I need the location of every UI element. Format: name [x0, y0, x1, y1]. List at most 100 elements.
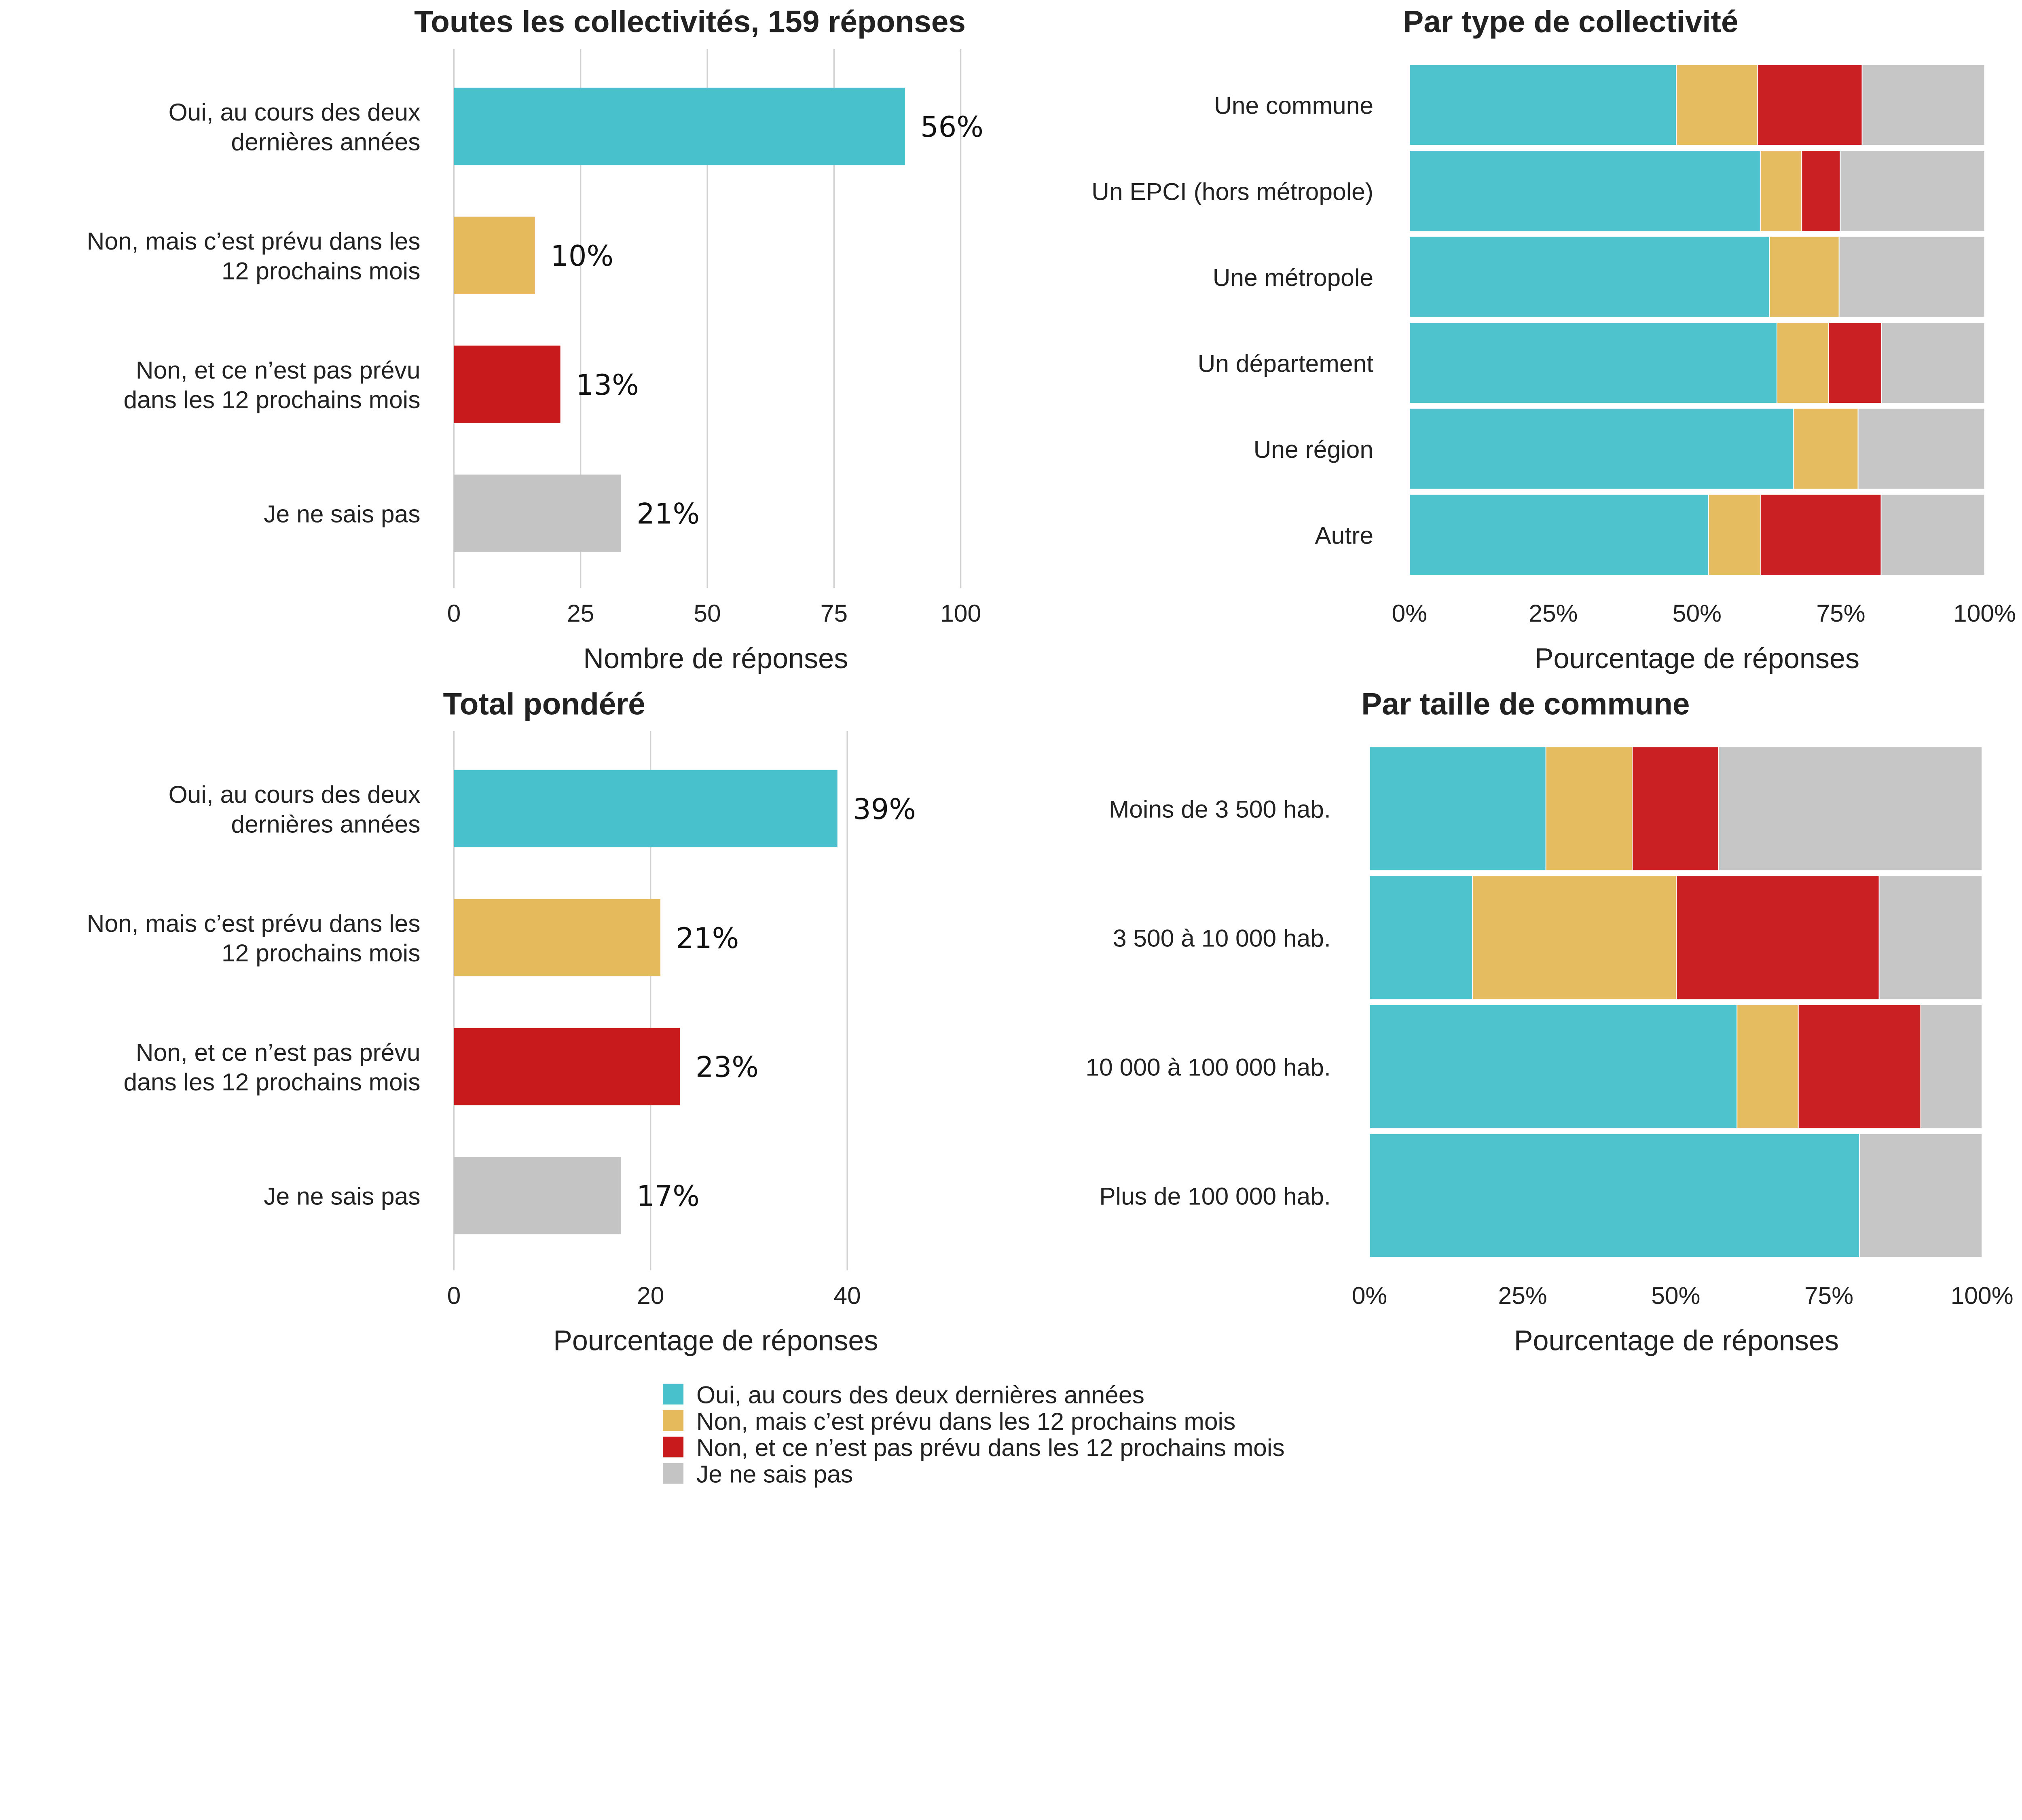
- bar-segment: [1801, 150, 1841, 232]
- x-tick-label: 75%: [1804, 1282, 1853, 1309]
- bar-segment: [1369, 1004, 1738, 1129]
- bar-segment: [1793, 408, 1859, 490]
- category-label: Une métropole: [1213, 264, 1373, 291]
- bar-segment: [1798, 1004, 1921, 1129]
- data-label: 10%: [550, 239, 613, 273]
- x-tick-label: 25%: [1529, 599, 1578, 627]
- x-axis-label: Pourcentage de réponses: [1535, 642, 1859, 674]
- bar-segment: [1718, 746, 1983, 871]
- category-label: Une commune: [1214, 92, 1373, 119]
- legend-label: Je ne sais pas: [696, 1460, 853, 1488]
- data-label: 21%: [676, 922, 739, 955]
- legend-swatch: [663, 1437, 684, 1458]
- bar-segment: [1472, 875, 1677, 1000]
- legend-label: Non, mais c’est prévu dans les 12 procha…: [696, 1407, 1235, 1435]
- bar-segment: [1757, 64, 1863, 146]
- x-tick-label: 50: [694, 599, 721, 627]
- category-label: 10 000 à 100 000 hab.: [1085, 1053, 1330, 1081]
- category-label: Un département: [1198, 349, 1374, 377]
- category-label: 3 500 à 10 000 hab.: [1113, 925, 1331, 952]
- category-label: Non, et ce n’est pas prévu dans les 12 pr…: [123, 356, 420, 413]
- legend-swatch: [663, 1410, 684, 1431]
- category-label: Non, mais c’est prévu dans les 12 prochai…: [87, 910, 421, 967]
- bar-segment: [1409, 494, 1709, 576]
- category-label: Non, mais c’est prévu dans les 12 prochai…: [87, 227, 421, 284]
- data-label: 13%: [576, 368, 639, 402]
- bar: [454, 770, 838, 848]
- chart-title: Par taille de commune: [1361, 687, 1690, 722]
- x-tick-label: 25%: [1498, 1282, 1547, 1309]
- bar-segment: [1676, 64, 1758, 146]
- legend-swatch: [663, 1463, 684, 1484]
- category-label: Autre: [1315, 522, 1373, 549]
- x-tick-label: 40: [833, 1282, 861, 1309]
- chart-title: Par type de collectivité: [1403, 5, 1738, 39]
- bar-segment: [1859, 1133, 1983, 1258]
- bar-segment: [1828, 322, 1882, 404]
- bar: [454, 345, 560, 423]
- bar-segment: [1545, 746, 1633, 871]
- x-axis-label: Pourcentage de réponses: [553, 1325, 878, 1357]
- bar-segment: [1369, 746, 1546, 871]
- panel-size: Par taille de commune 0% 25% 50% 75% 100% Pour…: [1085, 687, 2013, 1357]
- x-tick-label: 20: [637, 1282, 664, 1309]
- bar-segment: [1861, 64, 1985, 146]
- bar-segment: [1736, 1004, 1799, 1129]
- bar-segment: [1760, 150, 1802, 232]
- bar-segment: [1409, 408, 1794, 490]
- bar: [454, 216, 535, 294]
- chart-title: Total pondéré: [443, 687, 645, 722]
- x-axis-label: Pourcentage de réponses: [1514, 1325, 1839, 1357]
- bar-segment: [1632, 746, 1719, 871]
- bar-segment: [1880, 494, 1985, 576]
- bar-segment: [1369, 875, 1473, 1000]
- x-tick-label: 100: [940, 599, 981, 627]
- legend-swatch: [663, 1384, 684, 1405]
- category-label: Non, et ce n’est pas prévu dans les 12 pr…: [123, 1039, 420, 1096]
- category-label: Je ne sais pas: [264, 500, 420, 527]
- bar-segment: [1838, 236, 1985, 318]
- bar: [454, 1157, 621, 1234]
- panel-all: Toutes les collectivités, 159 réponses 0 2…: [87, 5, 984, 674]
- chart-title: Toutes les collectivités, 159 réponses: [414, 5, 966, 39]
- x-tick-label: 75: [821, 599, 848, 627]
- x-tick-label: 0: [447, 1282, 461, 1309]
- figure: Toutes les collectivités, 159 réponses 0 2…: [87, 5, 2016, 1488]
- bar-segment: [1878, 875, 1983, 1000]
- bar-segment: [1840, 150, 1985, 232]
- x-tick-label: 0: [447, 599, 461, 627]
- x-tick-label: 50%: [1673, 599, 1722, 627]
- bar-segment: [1409, 64, 1677, 146]
- category-label: Oui, au cours des deux dernières années: [169, 781, 421, 838]
- bar-segment: [1369, 1133, 1860, 1258]
- category-label: Une région: [1254, 436, 1373, 463]
- x-tick-label: 25: [567, 599, 594, 627]
- legend-label: Oui, au cours des deux dernières années: [696, 1381, 1144, 1408]
- legend: Oui, au cours des deux dernières annéesN…: [663, 1381, 1285, 1488]
- category-label: Je ne sais pas: [264, 1182, 420, 1210]
- x-tick-label: 0%: [1352, 1282, 1387, 1309]
- category-label: Oui, au cours des deux dernières années: [169, 98, 421, 155]
- bar: [454, 1028, 680, 1105]
- legend-label: Non, et ce n’est pas prévu dans les 12 p…: [696, 1434, 1285, 1461]
- category-label: Un EPCI (hors métropole): [1091, 178, 1373, 205]
- x-tick-label: 50%: [1651, 1282, 1700, 1309]
- bar-segment: [1857, 408, 1985, 490]
- data-label: 21%: [637, 497, 700, 531]
- category-label: Plus de 100 000 hab.: [1099, 1182, 1331, 1210]
- data-label: 17%: [637, 1180, 700, 1213]
- bar: [454, 87, 905, 165]
- data-label: 23%: [696, 1051, 759, 1084]
- x-tick-label: 100%: [1953, 599, 2016, 627]
- bar-segment: [1760, 494, 1882, 576]
- bar-segment: [1881, 322, 1985, 404]
- bar-segment: [1409, 150, 1761, 232]
- bar: [454, 899, 661, 976]
- data-label: 56%: [920, 110, 984, 144]
- category-label: Moins de 3 500 hab.: [1109, 796, 1331, 823]
- x-tick-label: 0%: [1392, 599, 1428, 627]
- bar-segment: [1676, 875, 1880, 1000]
- x-tick-label: 100%: [1951, 1282, 2014, 1309]
- data-label: 39%: [853, 793, 916, 826]
- bar: [454, 474, 622, 552]
